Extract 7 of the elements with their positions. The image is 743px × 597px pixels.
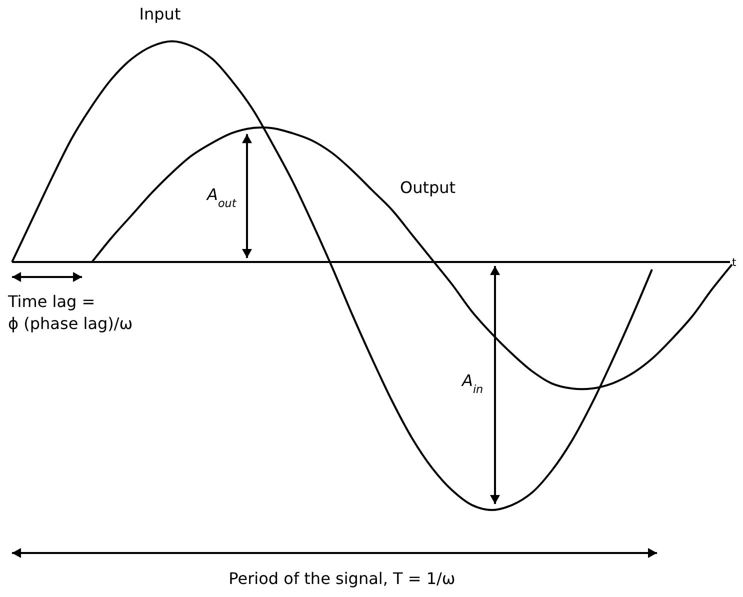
series-label: Input	[139, 4, 181, 24]
annotation: Time lag = ϕ (phase lag)/ω	[7, 292, 133, 333]
x-axis-title: t	[732, 256, 737, 269]
text: Period of the signal, T = 1/ω	[228, 569, 456, 588]
series-label: Output	[400, 178, 456, 198]
annotation: A$_{out}$	[206, 185, 237, 210]
annotation: A$_{in}$	[461, 371, 484, 396]
